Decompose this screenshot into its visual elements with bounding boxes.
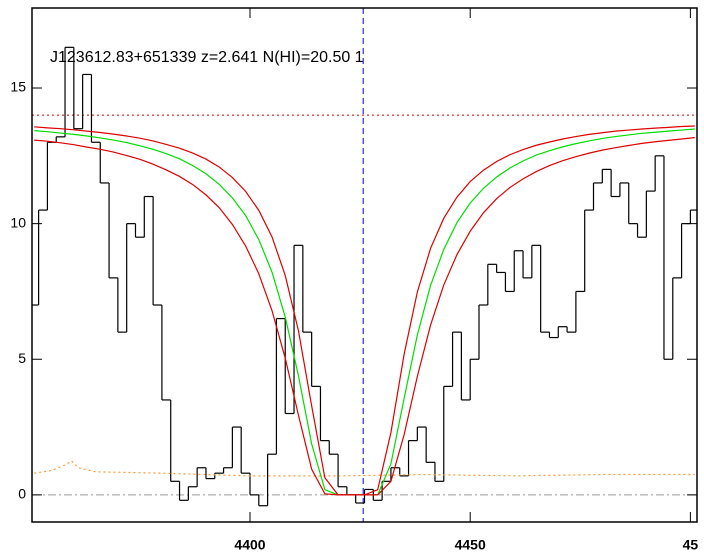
model-line — [34, 137, 695, 496]
y-tick-label: 0 — [18, 486, 26, 502]
plot-frame — [31, 7, 698, 523]
x-tick-label: 45 — [683, 537, 699, 553]
y-tick-label: 10 — [10, 214, 26, 230]
model-line — [34, 460, 695, 477]
y-tick-label: 15 — [10, 79, 26, 95]
plot-area — [32, 8, 697, 522]
step-connector — [38, 47, 691, 506]
chart-title: J123612.83+651339 z=2.641 N(HI)=20.50 1 — [50, 49, 364, 66]
x-tick-label: 4450 — [455, 537, 486, 553]
y-tick-label: 5 — [18, 350, 26, 366]
x-tick-label: 4400 — [234, 537, 265, 553]
